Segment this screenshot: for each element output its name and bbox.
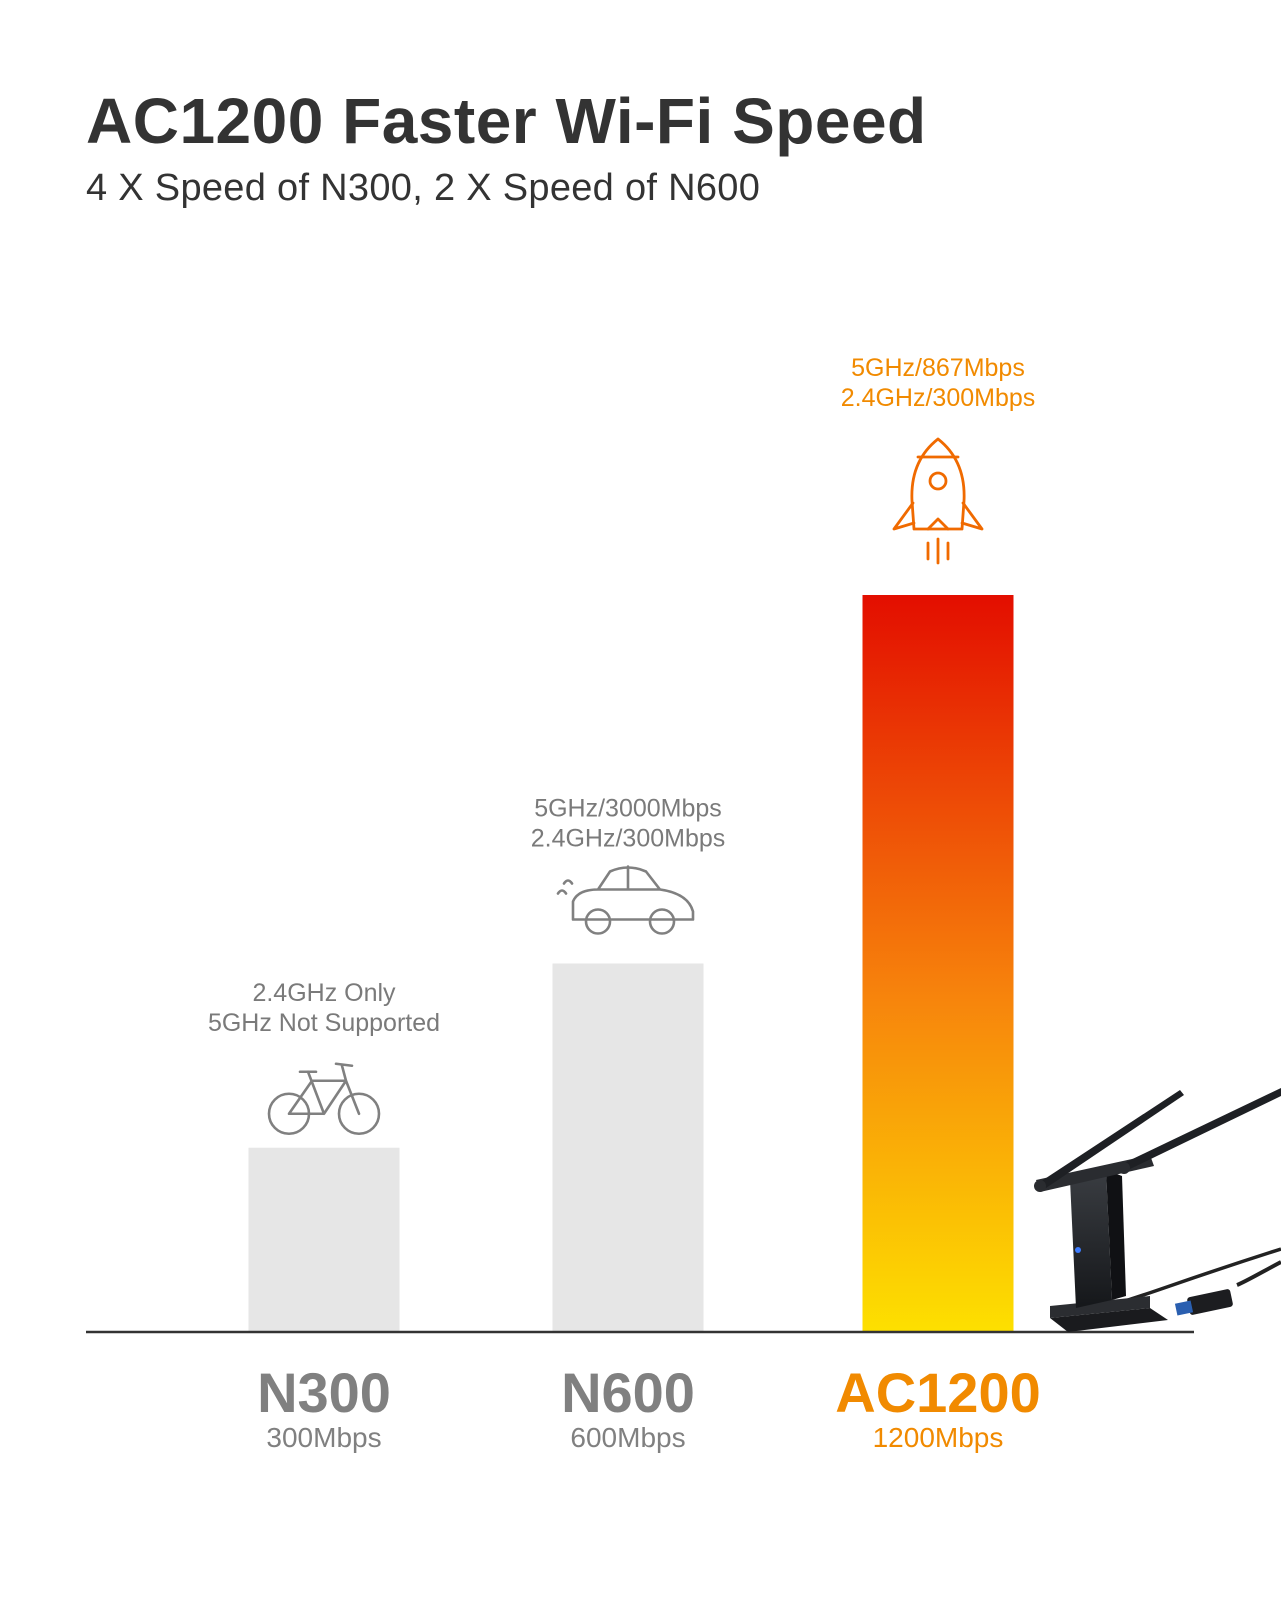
rocket-icon — [892, 437, 984, 565]
bicycle-icon — [267, 1062, 381, 1136]
annotation-n300-line-1: 2.4GHz Only — [252, 979, 396, 1007]
bar-ac1200 — [862, 595, 1014, 1332]
page-title: AC1200 Faster Wi-Fi Speed — [86, 85, 927, 157]
annotation-n600-line-1: 5GHz/3000Mbps — [534, 795, 722, 823]
annotation-ac1200-line-1: 5GHz/867Mbps — [851, 354, 1025, 382]
value-label-ac1200: 1200Mbps — [873, 1422, 1004, 1453]
annotation-n300-line-2: 5GHz Not Supported — [208, 1009, 440, 1037]
category-label-n600: N600 — [561, 1361, 695, 1424]
annotation-ac1200-line-2: 2.4GHz/300Mbps — [841, 384, 1036, 412]
annotation-n600-line-2: 2.4GHz/300Mbps — [531, 825, 726, 853]
category-label-ac1200: AC1200 — [835, 1361, 1040, 1424]
bar-n300 — [248, 1147, 400, 1332]
usb-wifi-adapter-illustration — [1034, 1088, 1281, 1332]
value-label-n300: 300Mbps — [266, 1422, 381, 1453]
value-label-n600: 600Mbps — [570, 1422, 685, 1453]
page-subtitle: 4 X Speed of N300, 2 X Speed of N600 — [86, 167, 761, 209]
category-label-n300: N300 — [257, 1361, 391, 1424]
car-icon — [556, 865, 695, 935]
bar-n600 — [552, 963, 704, 1332]
